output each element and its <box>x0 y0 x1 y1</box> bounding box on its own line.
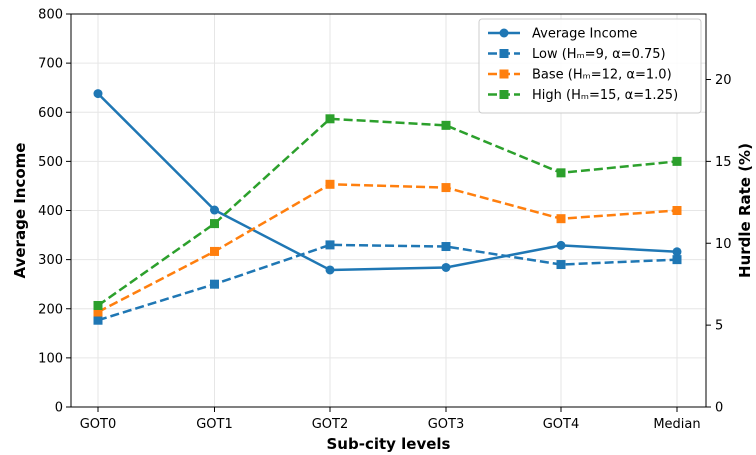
series-line-2 <box>97 183 678 314</box>
series-line-1 <box>97 243 678 322</box>
data-point <box>325 240 335 250</box>
data-point <box>325 114 335 124</box>
data-point <box>556 168 566 178</box>
legend-label: Low (Hₘ=9, α=0.75) <box>532 47 666 62</box>
legend-marker <box>499 90 509 99</box>
y-tick-label-left: 100 <box>38 351 63 366</box>
data-point <box>325 265 335 275</box>
data-point <box>93 89 103 99</box>
legend-label: Average Income <box>532 27 637 42</box>
data-point <box>672 247 682 257</box>
y-tick-label-left: 0 <box>55 401 63 416</box>
y-axis-title-right: Hurdle Rate (%) <box>736 143 754 278</box>
data-point <box>93 307 103 317</box>
data-point <box>93 315 103 325</box>
data-point <box>93 300 103 310</box>
data-point <box>441 262 451 272</box>
y-tick-label-left: 400 <box>38 204 63 219</box>
data-point <box>325 179 335 189</box>
series-layer <box>93 89 682 325</box>
y-tick-label-right: 15 <box>715 155 732 170</box>
legend-label: High (Hₘ=15, α=1.25) <box>532 88 678 103</box>
x-tick-label: Median <box>653 417 700 432</box>
x-tick-label: GOT1 <box>196 417 233 432</box>
data-point <box>672 156 682 166</box>
data-point <box>210 246 219 256</box>
y-tick-label-right: 20 <box>715 73 732 88</box>
y-tick-label-right: 0 <box>715 401 723 416</box>
legend-marker <box>499 69 509 79</box>
data-point <box>672 255 682 265</box>
legend-label: Base (Hₘ=12, α=1.0) <box>532 68 672 83</box>
data-point <box>210 219 219 229</box>
y-tick-label-left: 600 <box>38 106 63 121</box>
x-axis-title: Sub-city levels <box>327 435 451 453</box>
y-tick-label-left: 800 <box>38 8 63 23</box>
x-tick-label: GOT3 <box>428 417 465 432</box>
series-line-3 <box>97 117 678 307</box>
data-point <box>210 205 219 215</box>
series-line-0 <box>97 92 678 272</box>
legend: Average Income Low (Hₘ=9, α=0.75) Base (Hₘ… <box>478 18 702 114</box>
y-tick-label-left: 200 <box>38 302 63 317</box>
data-point <box>556 260 566 270</box>
ticks: GOT0 GOT1 GOT2 GOT3 GOT4 Median01002003004005… <box>38 8 731 433</box>
y-tick-label-left: 500 <box>38 155 63 170</box>
data-point <box>441 120 451 130</box>
data-point <box>556 214 566 224</box>
y-tick-label-right: 5 <box>715 319 723 334</box>
data-point <box>441 242 451 252</box>
legend-marker <box>499 28 509 38</box>
data-point <box>210 279 219 289</box>
y-tick-label-right: 10 <box>715 237 732 252</box>
data-point <box>556 240 566 250</box>
y-axis-title-left: Average Income <box>11 143 29 279</box>
legend-marker <box>499 49 509 58</box>
data-point <box>441 183 451 193</box>
y-tick-label-left: 700 <box>38 57 63 72</box>
legend-box <box>478 18 702 114</box>
y-tick-label-left: 300 <box>38 253 63 268</box>
x-tick-label: GOT4 <box>543 417 580 432</box>
data-point <box>672 206 682 215</box>
x-tick-label: GOT2 <box>312 417 349 432</box>
x-tick-label: GOT0 <box>80 417 117 432</box>
